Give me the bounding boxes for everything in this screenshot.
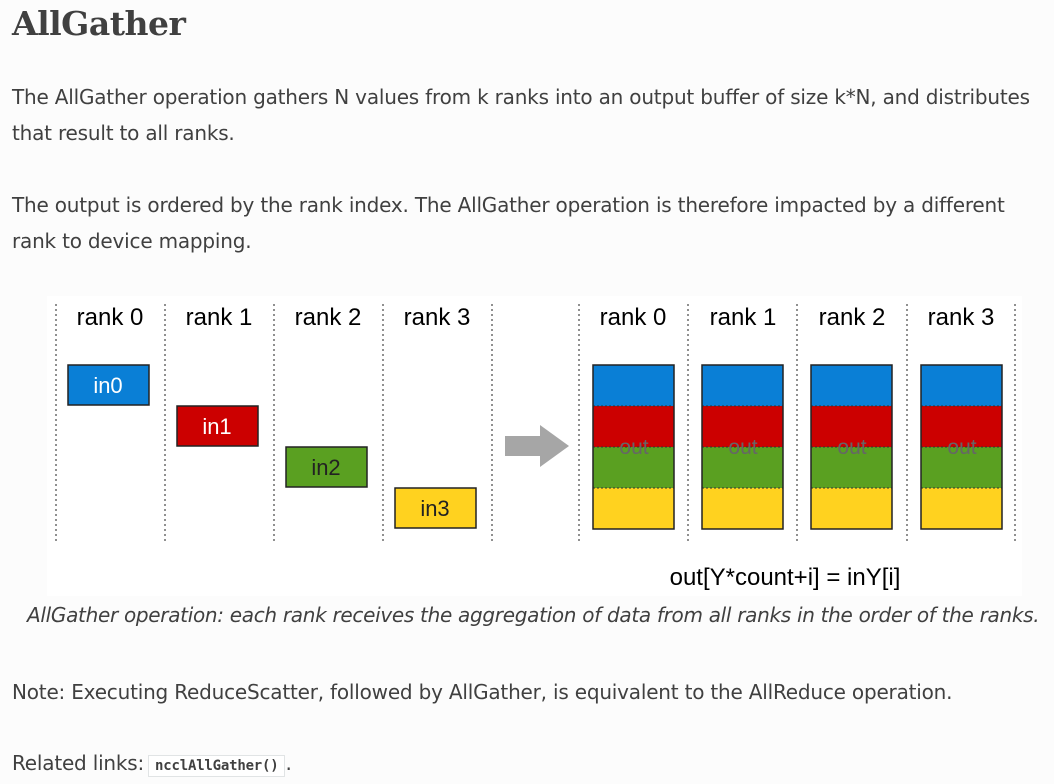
ordering-paragraph: The output is ordered by the rank index.…: [12, 193, 1005, 253]
output-label: out: [947, 436, 976, 459]
right-rank-label: rank 2: [819, 304, 886, 331]
output-buffer-rank0: [592, 364, 675, 530]
allgather-figure: rank 0 rank 1 rank 2 rank 3 rank 0 rank …: [47, 296, 1022, 596]
nccl-allgather-link[interactable]: ncclAllGather(): [144, 751, 286, 777]
input-buffer-rank0: [67, 364, 150, 406]
output-buffer-rank3: [920, 364, 1003, 530]
input-buffer-rank1: [176, 405, 259, 447]
input-label: in2: [311, 455, 340, 480]
output-label: out: [728, 436, 757, 459]
left-rank-label: rank 2: [295, 304, 362, 331]
related-links-end: .: [285, 751, 292, 775]
formula-label: out[Y*count+i] = inY[i]: [670, 564, 901, 591]
input-label: in0: [93, 373, 122, 398]
left-rank-label: rank 3: [404, 304, 471, 331]
input-label: in1: [202, 414, 231, 439]
output-label: out: [619, 436, 648, 459]
output-buffer-rank2: [810, 364, 893, 530]
right-arrow-icon: [505, 425, 569, 467]
related-links-label: Related links:: [12, 751, 145, 775]
figure-caption: AllGather operation: each rank receives …: [27, 603, 1040, 627]
input-buffer-rank2: [285, 446, 368, 488]
right-rank-label: rank 0: [600, 304, 667, 331]
allgather-diagram: rank 0 rank 1 rank 2 rank 3 rank 0 rank …: [55, 304, 1016, 591]
right-rank-label: rank 3: [928, 304, 995, 331]
note-paragraph: Note: Executing ReduceScatter, followed …: [12, 680, 953, 704]
description-paragraph: The AllGather operation gathers N values…: [12, 85, 1030, 145]
related-links: Related links: ncclAllGather().: [12, 745, 1032, 784]
nccl-allgather-code: ncclAllGather(): [148, 755, 286, 777]
left-rank-label: rank 0: [77, 304, 144, 331]
output-buffer-rank1: [701, 364, 784, 530]
left-rank-label: rank 1: [186, 304, 253, 331]
input-buffer-rank3: [394, 487, 477, 529]
page-title: AllGather: [12, 4, 186, 43]
output-label: out: [837, 436, 866, 459]
input-label: in3: [420, 496, 449, 521]
right-rank-label: rank 1: [710, 304, 777, 331]
